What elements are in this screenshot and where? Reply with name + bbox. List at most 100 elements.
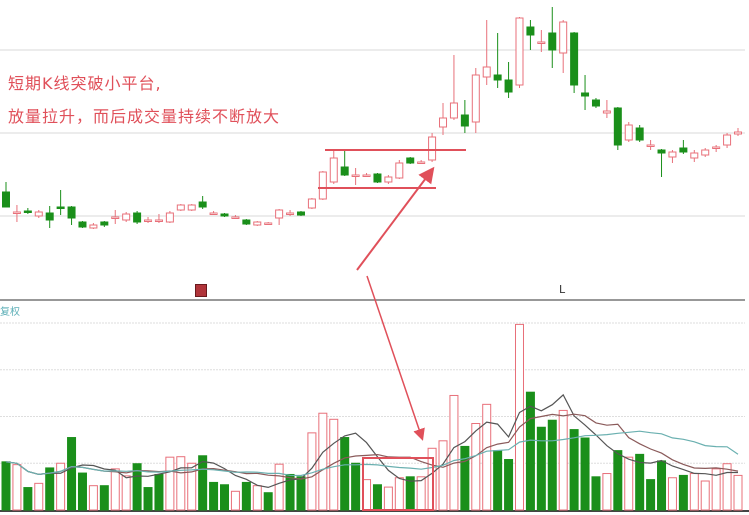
volume-ma-10-line [5,413,739,480]
volume-bar-down [372,484,382,511]
candle-down [657,149,666,154]
candle-up [253,221,262,226]
candle-down [45,212,54,221]
candle-up [154,219,163,222]
volume-bar-down [580,437,590,511]
volume-bar-down [1,461,11,511]
event-marker-icon[interactable] [195,284,207,297]
candle-up [144,219,153,222]
candle-up [712,146,721,149]
candle-down [100,221,109,226]
candle-up [646,144,655,147]
candle-down [220,213,229,217]
candle-up [307,198,316,209]
volume-bar-up [34,482,44,511]
volume-bar-down [209,481,219,511]
annotation-line-1: 短期K线突破小平台, [8,74,162,93]
candle-up [701,149,710,156]
volume-bar-down [241,481,251,511]
volume-bar-up [700,480,710,511]
candle-up [111,216,120,219]
candle-down [548,32,557,51]
candle-up [362,174,371,177]
volume-bar-down [504,459,514,511]
candle-up [12,211,21,214]
candle-up [264,222,273,225]
candle-down [198,201,207,208]
candle-up [559,21,568,54]
volume-bar-down [23,487,33,511]
candle-up [209,212,218,215]
volume-bar-up [252,485,262,511]
volume-bar-down [154,473,164,511]
volume-bar-up [110,468,120,511]
volume-bar-down [340,437,350,511]
volume-bar-up [165,456,175,511]
volume-bar-up [602,473,612,511]
volume-bar-up [230,490,240,511]
volume-bar-down [351,462,361,511]
volume-bar-down [143,487,153,511]
candle-down [56,206,65,209]
candle-down [340,166,349,176]
volume-panel-label: 复权 [0,307,20,318]
candle-up [417,161,426,164]
candle-up [471,74,480,123]
volume-bar-up [482,403,492,511]
volume-bar-up [329,418,339,511]
volume-bar-down [263,492,273,511]
candle-down [635,127,644,141]
volume-bar-down [613,450,623,511]
volume-highlight-box [362,457,434,511]
volume-bar-up [56,462,66,511]
volume-bar-up [394,477,404,511]
volume-bar-up [121,475,131,511]
candle-up [624,124,633,141]
candle-up [395,162,404,179]
volume-bar-up [176,456,186,511]
candle-up [384,176,393,183]
volume-bar-down [657,460,667,511]
candle-up [176,204,185,211]
volume-bar-up [667,477,677,511]
volume-bar-down [547,419,557,511]
candle-up [187,204,196,211]
volume-bar-up [187,462,197,511]
volume-bar-down [646,479,656,511]
volume-bar-down [525,391,535,511]
volume-bar-down [220,484,230,511]
candle-up [690,152,699,159]
candle-down [373,173,382,183]
volume-bar-down [460,445,470,511]
candle-up [439,117,448,128]
candle-up [428,136,437,161]
candle-down [67,206,76,219]
candle-down [23,210,32,213]
volume-bar-up [471,423,481,511]
candle-down [591,99,600,107]
volume-bar-up [733,474,743,511]
marker-label: L [559,283,566,296]
candle-up [34,211,43,217]
volume-bar-down [67,437,77,511]
candle-up [668,151,677,158]
volume-bar-up [722,463,732,511]
candle-up [318,171,327,200]
candle-up [537,41,546,44]
arrow-up [356,166,435,271]
candle-down [581,92,590,97]
candle-up [482,66,491,78]
annotation-line-2: 放量拉升，而后成交量持续不断放大 [8,107,281,126]
candle-up [231,216,240,219]
volume-ma-5-line [5,393,738,489]
volume-bar-up [558,409,568,511]
volume-bar-up [274,463,284,511]
volume-bar-down [635,453,645,511]
volume-bar-up [624,456,634,511]
volume-bar-up [416,476,426,511]
volume-bar-up [383,486,393,511]
volume-bar-down [493,450,503,511]
arrow-down [366,275,425,441]
volume-bar-down [45,467,55,511]
